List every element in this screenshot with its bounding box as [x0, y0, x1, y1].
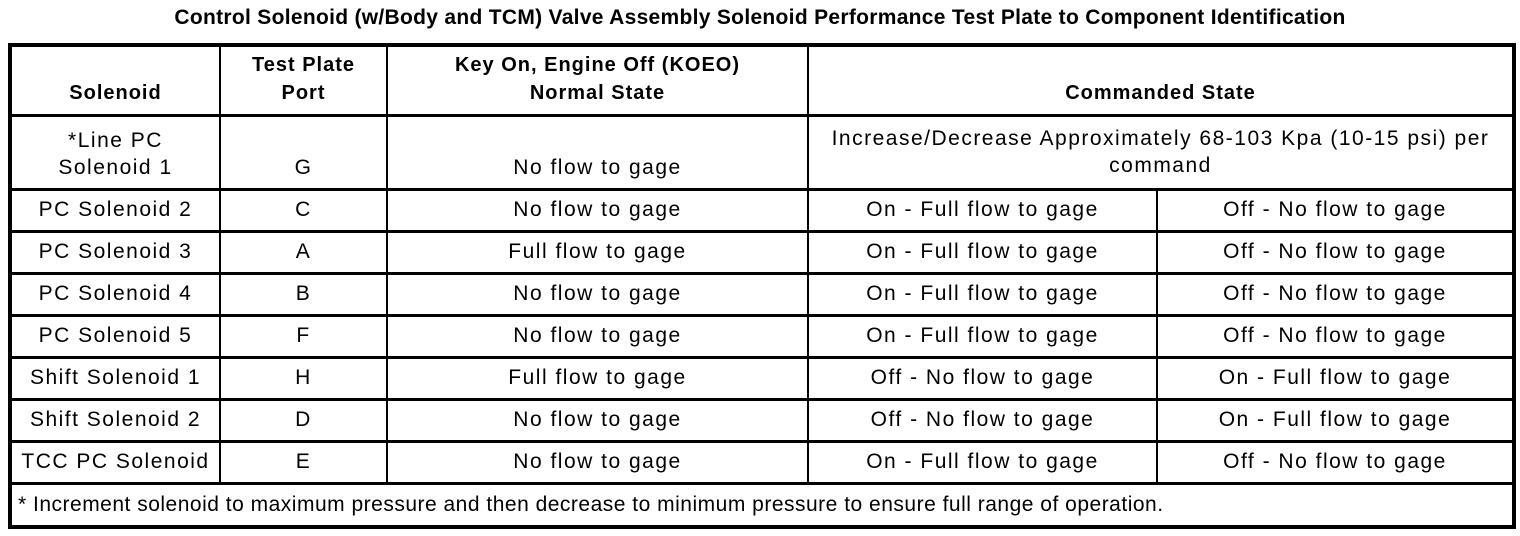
commanded-state-cell-2: Off - No flow to gage [1156, 439, 1515, 485]
table-row: *Line PC Solenoid 1 G No flow to gage In… [9, 113, 1515, 191]
port-cell: B [219, 271, 388, 317]
solenoid-cell: Shift Solenoid 1 [9, 355, 221, 401]
solenoid-cell: *Line PC Solenoid 1 [9, 113, 221, 191]
koeo-cell: No flow to gage [386, 187, 809, 233]
table-row: TCC PC Solenoid E No flow to gage On - F… [9, 439, 1515, 485]
commanded-state-cell-2: On - Full flow to gage [1156, 397, 1515, 443]
koeo-cell: No flow to gage [386, 313, 809, 359]
koeo-cell: No flow to gage [386, 113, 809, 191]
table-row: Shift Solenoid 2 D No flow to gage Off -… [9, 397, 1515, 443]
table-row: Shift Solenoid 1 H Full flow to gage Off… [9, 355, 1515, 401]
table-row: PC Solenoid 5 F No flow to gage On - Ful… [9, 313, 1515, 359]
commanded-state-cell-1: On - Full flow to gage [807, 229, 1158, 275]
page-title: Control Solenoid (w/Body and TCM) Valve … [174, 6, 1346, 29]
port-cell: G [219, 113, 388, 191]
solenoid-cell: TCC PC Solenoid [9, 439, 221, 485]
koeo-cell: No flow to gage [386, 271, 809, 317]
table-row: PC Solenoid 2 C No flow to gage On - Ful… [9, 187, 1515, 233]
table-row: PC Solenoid 4 B No flow to gage On - Ful… [9, 271, 1515, 317]
table-row: PC Solenoid 3 A Full flow to gage On - F… [9, 229, 1515, 275]
koeo-cell: Full flow to gage [386, 229, 809, 275]
footnote: * Increment solenoid to maximum pressure… [9, 481, 1515, 529]
commanded-state-cell-1: Off - No flow to gage [807, 397, 1158, 443]
port-cell: H [219, 355, 388, 401]
port-cell: D [219, 397, 388, 443]
commanded-state-cell-2: Off - No flow to gage [1156, 313, 1515, 359]
commanded-state-cell-2: Off - No flow to gage [1156, 187, 1515, 233]
commanded-state-cell-1: On - Full flow to gage [807, 271, 1158, 317]
port-cell: A [219, 229, 388, 275]
commanded-state-cell: Increase/Decrease Approximately 68-103 K… [807, 113, 1515, 191]
commanded-state-cell-1: Off - No flow to gage [807, 355, 1158, 401]
koeo-cell: No flow to gage [386, 439, 809, 485]
solenoid-cell: PC Solenoid 3 [9, 229, 221, 275]
header-test-plate-port: Test Plate Port [219, 43, 388, 117]
solenoid-cell: PC Solenoid 2 [9, 187, 221, 233]
header-row: Solenoid Test Plate Port Key On, Engine … [9, 43, 1515, 117]
commanded-state-cell-2: Off - No flow to gage [1156, 271, 1515, 317]
solenoid-cell: PC Solenoid 4 [9, 271, 221, 317]
port-cell: C [219, 187, 388, 233]
commanded-state-cell-2: Off - No flow to gage [1156, 229, 1515, 275]
port-cell: E [219, 439, 388, 485]
commanded-state-cell-2: On - Full flow to gage [1156, 355, 1515, 401]
header-commanded-state: Commanded State [807, 43, 1515, 117]
commanded-state-cell-1: On - Full flow to gage [807, 313, 1158, 359]
header-koeo-normal-state: Key On, Engine Off (KOEO) Normal State [386, 43, 809, 117]
commanded-state-cell-1: On - Full flow to gage [807, 439, 1158, 485]
solenoid-performance-table: Solenoid Test Plate Port Key On, Engine … [8, 43, 1516, 529]
commanded-state-cell-1: On - Full flow to gage [807, 187, 1158, 233]
header-solenoid: Solenoid [9, 43, 221, 117]
port-cell: F [219, 313, 388, 359]
koeo-cell: Full flow to gage [386, 355, 809, 401]
solenoid-cell: Shift Solenoid 2 [9, 397, 221, 443]
solenoid-cell: PC Solenoid 5 [9, 313, 221, 359]
footnote-row: * Increment solenoid to maximum pressure… [9, 481, 1515, 529]
koeo-cell: No flow to gage [386, 397, 809, 443]
